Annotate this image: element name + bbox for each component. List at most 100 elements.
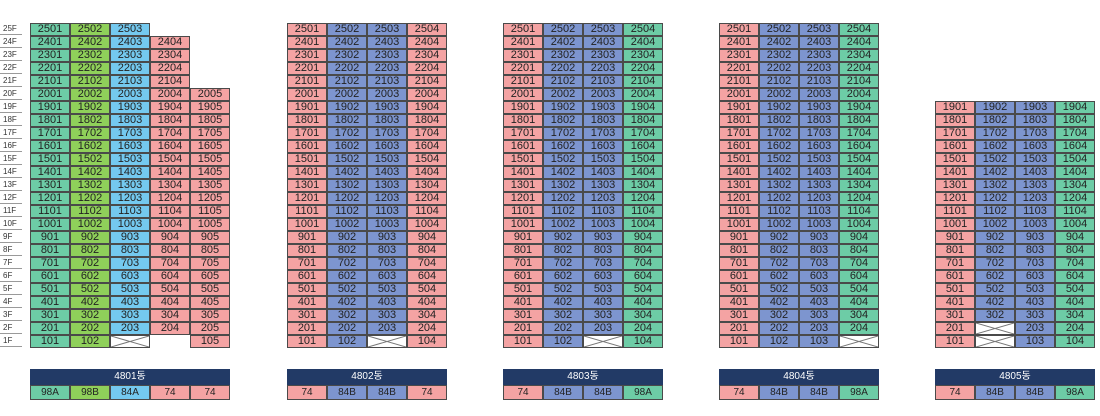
unit-cell[interactable]: 1603	[1015, 140, 1055, 153]
unit-cell[interactable]: 1401	[935, 166, 975, 179]
unit-cell[interactable]: 1604	[1055, 140, 1095, 153]
unit-cell[interactable]: 2004	[407, 88, 447, 101]
unit-cell[interactable]: 2001	[719, 88, 759, 101]
unit-cell[interactable]: 902	[543, 231, 583, 244]
unit-cell[interactable]: 1103	[1015, 205, 1055, 218]
unit-cell[interactable]: 1603	[367, 140, 407, 153]
unit-cell[interactable]: 1503	[367, 153, 407, 166]
unit-cell[interactable]: 1802	[975, 114, 1015, 127]
unit-cell[interactable]: 2501	[719, 23, 759, 36]
unit-cell[interactable]: 1201	[935, 192, 975, 205]
unit-cell[interactable]: 503	[367, 283, 407, 296]
unit-cell[interactable]: 1404	[1055, 166, 1095, 179]
unit-cell[interactable]: 1003	[110, 218, 150, 231]
unit-cell[interactable]: 1001	[287, 218, 327, 231]
unit-cell[interactable]: 104	[407, 335, 447, 348]
unit-cell[interactable]: 602	[975, 270, 1015, 283]
unit-cell[interactable]: 303	[1015, 309, 1055, 322]
unit-cell[interactable]: 1404	[839, 166, 879, 179]
unit-cell[interactable]: 1101	[503, 205, 543, 218]
unit-cell[interactable]: 1502	[543, 153, 583, 166]
unit-cell[interactable]: 501	[503, 283, 543, 296]
unit-cell[interactable]: 1902	[543, 101, 583, 114]
unit-cell[interactable]: 2104	[150, 75, 190, 88]
unit-cell[interactable]: 1303	[367, 179, 407, 192]
unit-cell[interactable]: 1704	[623, 127, 663, 140]
unit-cell[interactable]: 802	[327, 244, 367, 257]
unit-cell[interactable]: 705	[190, 257, 230, 270]
unit-cell[interactable]: 202	[759, 322, 799, 335]
unit-cell[interactable]: 1401	[503, 166, 543, 179]
unit-cell[interactable]: 303	[110, 309, 150, 322]
unit-cell[interactable]: 401	[935, 296, 975, 309]
unit-cell[interactable]: 1501	[30, 153, 70, 166]
unit-cell[interactable]: 2102	[759, 75, 799, 88]
unit-cell[interactable]: 2301	[30, 49, 70, 62]
unit-cell[interactable]: 1601	[503, 140, 543, 153]
building-name-bar[interactable]: 4804동	[719, 369, 879, 385]
unit-cell[interactable]: 1804	[150, 114, 190, 127]
unit-cell[interactable]: 801	[719, 244, 759, 257]
unit-cell[interactable]: 505	[190, 283, 230, 296]
unit-cell[interactable]: 1502	[759, 153, 799, 166]
unit-cell[interactable]: 1602	[975, 140, 1015, 153]
unit-cell[interactable]: 502	[759, 283, 799, 296]
unit-cell[interactable]: 2301	[287, 49, 327, 62]
unit-cell[interactable]: 1701	[935, 127, 975, 140]
unit-cell[interactable]: 2101	[287, 75, 327, 88]
unit-cell[interactable]: 1603	[799, 140, 839, 153]
unit-cell[interactable]: 1301	[30, 179, 70, 192]
unit-cell[interactable]: 1204	[150, 192, 190, 205]
unit-cell[interactable]: 704	[150, 257, 190, 270]
unit-cell[interactable]: 1201	[503, 192, 543, 205]
unit-cell[interactable]: 305	[190, 309, 230, 322]
unit-cell[interactable]: 1803	[583, 114, 623, 127]
unit-cell[interactable]: 1902	[975, 101, 1015, 114]
unit-cell[interactable]: 1603	[583, 140, 623, 153]
unit-cell[interactable]: 701	[719, 257, 759, 270]
unit-cell[interactable]: 104	[1055, 335, 1095, 348]
unit-cell[interactable]: 2103	[110, 75, 150, 88]
unit-cell[interactable]: 803	[110, 244, 150, 257]
unit-cell[interactable]: 1302	[543, 179, 583, 192]
unit-cell[interactable]: 1503	[1015, 153, 1055, 166]
unit-cell[interactable]: 2504	[407, 23, 447, 36]
unit-cell[interactable]: 1002	[70, 218, 110, 231]
unit-cell[interactable]: 2402	[759, 36, 799, 49]
unit-cell[interactable]: 1001	[30, 218, 70, 231]
unit-cell[interactable]: 803	[1015, 244, 1055, 257]
unit-cell[interactable]: 404	[1055, 296, 1095, 309]
unit-cell[interactable]: 901	[30, 231, 70, 244]
unit-cell[interactable]: 603	[1015, 270, 1055, 283]
unit-cell[interactable]: 1701	[719, 127, 759, 140]
unit-cell[interactable]: 2304	[623, 49, 663, 62]
unit-cell[interactable]: 201	[719, 322, 759, 335]
unit-cell[interactable]: 1505	[190, 153, 230, 166]
unit-cell[interactable]: 601	[30, 270, 70, 283]
unit-cell[interactable]: 704	[407, 257, 447, 270]
unit-cell[interactable]: 302	[975, 309, 1015, 322]
unit-cell[interactable]: 801	[30, 244, 70, 257]
unit-cell[interactable]: 1903	[583, 101, 623, 114]
unit-cell[interactable]: 301	[287, 309, 327, 322]
unit-cell[interactable]: 1602	[70, 140, 110, 153]
unit-cell[interactable]: 102	[759, 335, 799, 348]
unit-cell[interactable]: 1501	[287, 153, 327, 166]
unit-cell[interactable]: 502	[327, 283, 367, 296]
unit-cell[interactable]: 203	[1015, 322, 1055, 335]
unit-cell[interactable]: 502	[543, 283, 583, 296]
unit-cell[interactable]: 1605	[190, 140, 230, 153]
unit-cell[interactable]: 1203	[799, 192, 839, 205]
unit-cell[interactable]: 401	[287, 296, 327, 309]
unit-cell[interactable]: 1501	[719, 153, 759, 166]
unit-cell[interactable]: 2202	[70, 62, 110, 75]
unit-cell[interactable]: 902	[70, 231, 110, 244]
unit-cell[interactable]: 1303	[583, 179, 623, 192]
unit-cell[interactable]: 204	[1055, 322, 1095, 335]
unit-cell[interactable]: 1203	[1015, 192, 1055, 205]
unit-cell[interactable]: 1901	[503, 101, 543, 114]
unit-cell[interactable]: 503	[583, 283, 623, 296]
unit-cell[interactable]: 2501	[503, 23, 543, 36]
unit-cell[interactable]: 1902	[327, 101, 367, 114]
unit-cell[interactable]: 1803	[367, 114, 407, 127]
